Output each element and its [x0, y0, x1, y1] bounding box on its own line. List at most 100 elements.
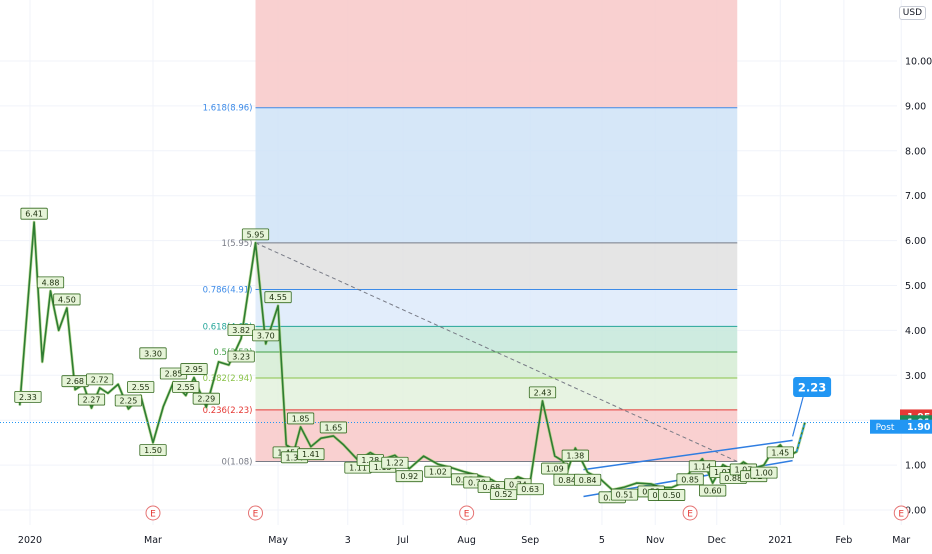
point-label-text: 0.78 [468, 478, 486, 487]
point-label-text: 0.68 [482, 483, 500, 492]
point-label-text: 1.09 [546, 465, 564, 474]
point-label: 2.43 [528, 386, 557, 399]
earnings-marker: E [248, 505, 263, 521]
point-label-text: 0.60 [704, 487, 722, 496]
currency-label[interactable]: USD [898, 6, 926, 20]
point-label-text: 3.30 [144, 349, 162, 358]
point-label-box [252, 329, 280, 342]
x-tick-label: May [268, 535, 288, 546]
point-label-text: 1.22 [386, 459, 404, 468]
point-label: 3.30 [139, 347, 167, 360]
price-badge-box [900, 419, 932, 434]
point-label: 4.88 [36, 276, 65, 289]
point-label: 0.60 [699, 484, 727, 497]
point-label: 2.55 [127, 381, 155, 393]
x-tick-label: Sep [521, 535, 539, 546]
point-label: 1.45 [766, 446, 794, 459]
point-label: 1.14 [688, 460, 717, 473]
point-label-box [20, 207, 48, 220]
x-tick-label: Aug [457, 535, 476, 546]
post-badge-text: Post [876, 423, 895, 433]
point-label-box [114, 394, 142, 407]
y-tick-label: 7.00 [905, 191, 926, 202]
point-label-text: 1.14 [693, 462, 711, 471]
x-tick-label: 3 [345, 535, 351, 546]
x-tick-label: Feb [835, 535, 852, 546]
point-label: 5.95 [241, 228, 270, 241]
point-label: 1.85 [286, 412, 315, 425]
y-tick-label: 4.00 [905, 326, 926, 337]
point-label-text: 1.34 [286, 453, 304, 462]
point-label: 0.84 [553, 473, 581, 486]
post-badge-box [870, 419, 900, 434]
point-label: 3.82 [227, 324, 255, 336]
point-label-box [395, 470, 423, 483]
y-tick-label: 9.00 [905, 101, 926, 112]
point-label: 4.55 [264, 291, 292, 304]
x-tick-label: Mar [892, 535, 910, 546]
point-label-box [127, 381, 155, 393]
point-label-text: 1.00 [755, 469, 773, 478]
point-label: 0.63 [516, 483, 544, 496]
point-label-text: 1.41 [302, 450, 320, 459]
point-label-text: 1.65 [324, 423, 342, 432]
point-label-text: 2.55 [132, 383, 150, 392]
point-label-text: 2.43 [534, 388, 552, 397]
point-label: 1.00 [750, 466, 778, 479]
point-label-box [227, 350, 255, 363]
price-line-extension [796, 422, 806, 452]
earnings-marker-text: E [464, 510, 470, 520]
point-label-box [86, 373, 114, 386]
point-label-box [14, 390, 42, 403]
point-label-text: 0.88 [724, 474, 742, 483]
earnings-marker-circle [145, 505, 161, 521]
callout-box [793, 377, 832, 397]
point-label-text: 2.25 [119, 396, 137, 405]
fib-zone [255, 242, 738, 290]
y-tick-label: 5.00 [905, 281, 926, 292]
point-label-text: 0.84 [579, 476, 597, 485]
earnings-marker-circle [682, 505, 698, 521]
y-tick-label: 3.00 [905, 371, 926, 382]
point-label-box [750, 466, 778, 479]
point-label: 2.33 [14, 390, 42, 403]
point-label-box [699, 484, 727, 497]
point-label: 3.70 [252, 329, 280, 342]
point-label-box [319, 421, 348, 434]
point-label: 6.41 [20, 207, 48, 220]
point-label-box [286, 412, 315, 425]
point-label-text: 6.41 [25, 210, 43, 219]
earnings-marker-text: E [898, 510, 904, 520]
point-label-text: 2.68 [66, 377, 84, 386]
earnings-marker: E [893, 505, 909, 521]
point-label: 2.25 [114, 394, 142, 407]
point-label-text: 1.45 [771, 448, 789, 457]
callout-pointer [792, 396, 804, 437]
point-label: 2.72 [86, 373, 114, 386]
point-label-text: 5.95 [247, 230, 265, 239]
point-label-box [139, 347, 167, 360]
point-label-text: 0.92 [400, 472, 418, 481]
x-tick-label: 5 [599, 535, 605, 546]
point-label: 2.68 [61, 375, 89, 388]
y-tick-label: 6.00 [905, 236, 926, 247]
point-label-box [77, 393, 106, 406]
point-label-text: 2.27 [83, 396, 101, 405]
point-label-text: 1.11 [349, 464, 367, 473]
point-label: 0.84 [574, 473, 602, 486]
point-label-box [561, 449, 589, 462]
point-label: 0.52 [489, 488, 518, 501]
callout-text: 2.23 [798, 381, 826, 395]
earnings-marker: E [145, 505, 161, 521]
y-tick-label: 8.00 [905, 146, 926, 157]
point-label: 2.29 [192, 392, 220, 405]
point-label-box [264, 291, 292, 304]
price-badge-text: 1.90 [907, 422, 931, 433]
fib-level-label: 1.618(8.96) [203, 104, 253, 114]
point-label-text: 2.55 [177, 383, 195, 392]
point-label-text: 2.33 [19, 393, 37, 402]
point-label-text: 3.82 [232, 326, 250, 335]
point-label-text: 3.70 [257, 331, 275, 340]
